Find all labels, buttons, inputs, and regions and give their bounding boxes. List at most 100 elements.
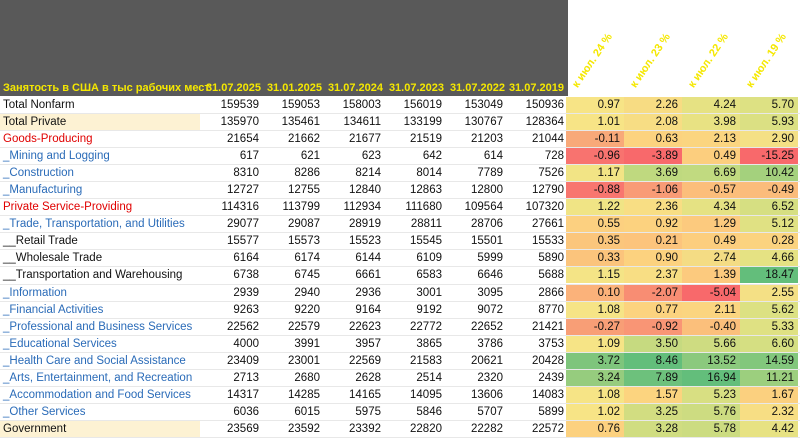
value-cell[interactable]: 5999 [477,252,503,265]
value-cell[interactable]: 8770 [538,303,564,316]
value-cell[interactable]: 617 [239,150,259,163]
pct-cell[interactable]: 0.28 [740,233,798,250]
value-cell[interactable]: 12800 [471,184,503,197]
value-cell[interactable]: 12755 [288,184,320,197]
pct-cell[interactable]: 2.13 [682,131,740,148]
pct-cell[interactable]: 4.24 [682,97,740,114]
value-cell[interactable]: 29087 [288,218,320,231]
pct-cell[interactable]: 3.72 [566,352,624,369]
pct-cell[interactable]: 2.08 [624,114,682,131]
pct-cell[interactable]: 10.42 [740,165,798,182]
pct-cell[interactable]: 0.97 [566,97,624,114]
pct-cell[interactable]: 5.62 [740,301,798,318]
value-cell[interactable]: 15545 [410,235,442,248]
value-cell[interactable]: 3991 [294,337,320,350]
row-label[interactable]: Goods-Producing [3,133,93,146]
row-label[interactable]: _Accommodation and Food Services [3,388,191,401]
value-cell[interactable]: 23409 [227,354,259,367]
pct-cell[interactable]: 1.22 [566,199,624,216]
row-label[interactable]: _Arts, Entertainment, and Recreation [3,371,193,384]
row-label[interactable]: __Transportation and Warehousing [3,269,183,282]
pct-cell[interactable]: 5.12 [740,216,798,233]
value-cell[interactable]: 8286 [294,167,320,180]
value-cell[interactable]: 642 [422,150,442,163]
pct-cell[interactable]: -5.04 [682,284,740,301]
value-cell[interactable]: 133199 [403,116,442,129]
value-cell[interactable]: 21044 [532,133,564,146]
pct-cell[interactable]: 1.67 [740,386,798,403]
value-cell[interactable]: 22572 [532,422,564,435]
value-cell[interactable]: 21421 [532,320,564,333]
value-cell[interactable]: 14095 [410,388,442,401]
value-cell[interactable]: 2940 [294,286,320,299]
pct-cell[interactable]: 2.11 [682,301,740,318]
pct-cell[interactable]: 5.78 [682,420,740,437]
value-cell[interactable]: 5890 [538,252,564,265]
pct-cell[interactable]: 13.52 [682,352,740,369]
row-label[interactable]: _Information [3,286,67,299]
value-cell[interactable]: 12727 [227,184,259,197]
value-cell[interactable]: 28919 [349,218,381,231]
value-cell[interactable]: 15573 [288,235,320,248]
value-cell[interactable]: 21583 [410,354,442,367]
pct-cell[interactable]: 4.66 [740,250,798,267]
pct-cell[interactable]: 0.10 [566,284,624,301]
value-cell[interactable]: 135461 [281,116,320,129]
value-cell[interactable]: 9220 [294,303,320,316]
value-cell[interactable]: 13606 [471,388,503,401]
pct-cell[interactable]: 2.32 [740,403,798,420]
pct-cell[interactable]: 0.21 [624,233,682,250]
value-cell[interactable]: 134611 [343,116,381,129]
value-cell[interactable]: 2936 [355,286,381,299]
value-cell[interactable]: 2514 [416,371,442,384]
value-cell[interactable]: 3095 [477,286,503,299]
value-cell[interactable]: 614 [483,150,503,163]
value-cell[interactable]: 14083 [532,388,564,401]
value-cell[interactable]: 2680 [294,371,320,384]
row-label[interactable]: _Health Care and Social Assistance [3,354,186,367]
value-cell[interactable]: 158003 [342,99,381,112]
pct-cell[interactable]: 3.25 [624,403,682,420]
row-label[interactable]: _Mining and Logging [3,150,110,163]
row-label[interactable]: Total Private [0,114,200,131]
value-cell[interactable]: 150936 [525,99,564,112]
value-cell[interactable]: 7526 [538,167,564,180]
value-cell[interactable]: 6738 [233,269,259,282]
pct-cell[interactable]: 0.49 [682,148,740,165]
pct-cell[interactable]: 3.98 [682,114,740,131]
pct-cell[interactable]: -0.88 [566,182,624,199]
pct-cell[interactable]: 1.09 [566,335,624,352]
value-cell[interactable]: 21519 [410,133,442,146]
value-cell[interactable]: 3753 [538,337,564,350]
value-cell[interactable]: 5688 [538,269,564,282]
value-cell[interactable]: 9072 [477,303,503,316]
pct-cell[interactable]: -3.89 [624,148,682,165]
pct-cell[interactable]: 1.08 [566,386,624,403]
pct-cell[interactable]: 2.26 [624,97,682,114]
pct-cell[interactable]: 5.23 [682,386,740,403]
value-cell[interactable]: 159053 [281,99,320,112]
value-cell[interactable]: 12840 [349,184,381,197]
value-cell[interactable]: 15523 [349,235,381,248]
value-cell[interactable]: 3001 [416,286,442,299]
pct-cell[interactable]: 1.08 [566,301,624,318]
value-cell[interactable]: 2320 [477,371,503,384]
value-cell[interactable]: 15501 [471,235,503,248]
value-cell[interactable]: 9263 [233,303,259,316]
pct-cell[interactable]: 5.33 [740,318,798,335]
value-cell[interactable]: 6036 [233,405,259,418]
pct-cell[interactable]: 5.70 [740,97,798,114]
pct-cell[interactable]: 1.02 [566,403,624,420]
value-cell[interactable]: 22623 [349,320,381,333]
value-cell[interactable]: 112934 [343,201,381,214]
pct-cell[interactable]: -0.96 [566,148,624,165]
pct-cell[interactable]: 3.69 [624,165,682,182]
value-cell[interactable]: 14317 [227,388,259,401]
value-cell[interactable]: 14285 [288,388,320,401]
value-cell[interactable]: 8014 [416,167,442,180]
value-cell[interactable]: 3957 [355,337,381,350]
pct-cell[interactable]: 1.15 [566,267,624,284]
value-cell[interactable]: 6646 [477,269,503,282]
value-cell[interactable]: 6174 [294,252,320,265]
pct-cell[interactable]: 2.90 [740,131,798,148]
